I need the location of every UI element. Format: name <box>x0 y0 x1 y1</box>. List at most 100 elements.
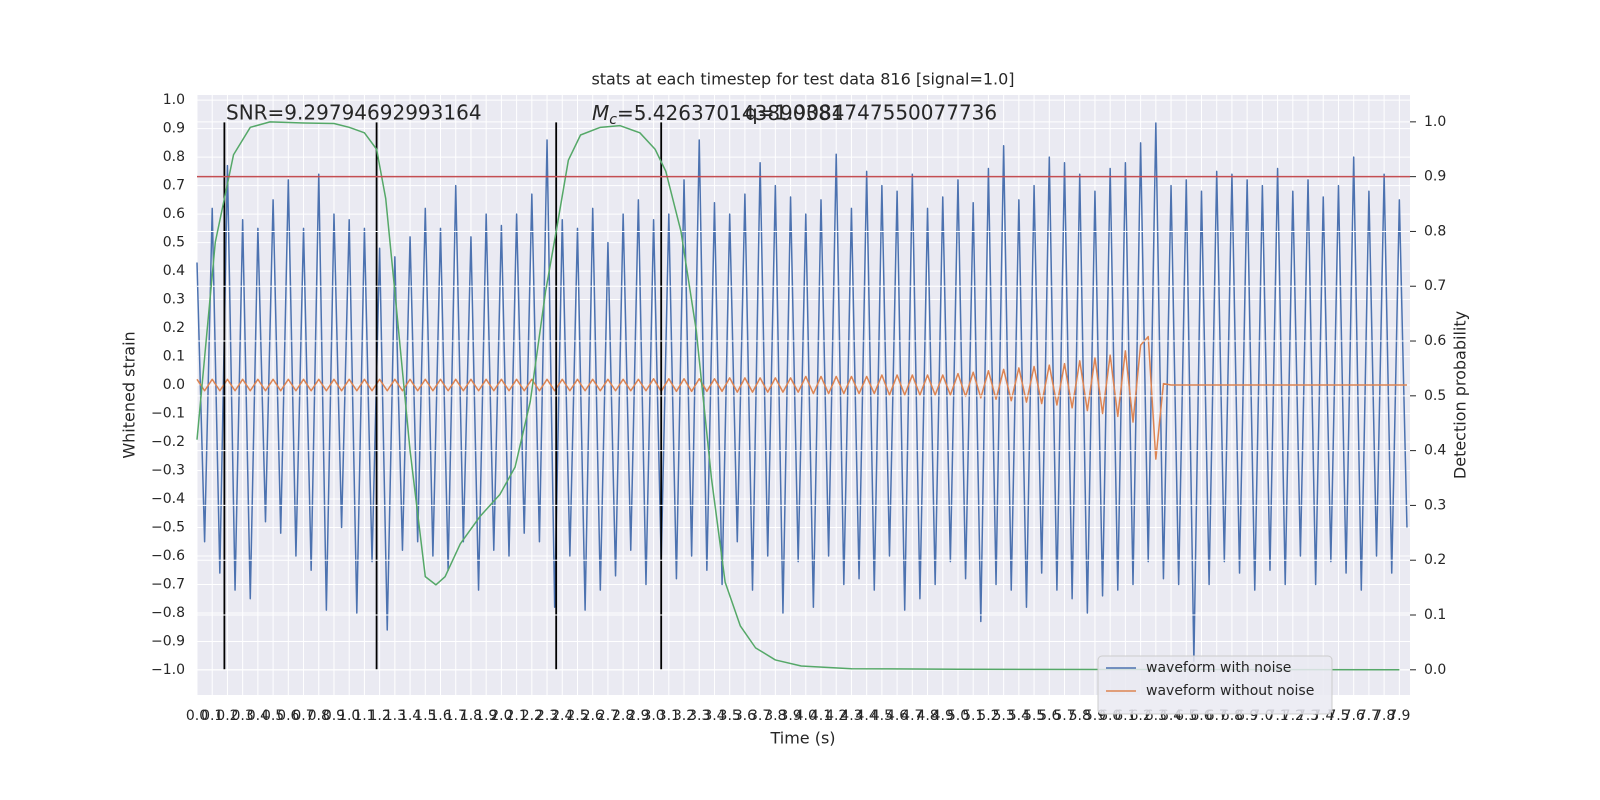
x-tick-label: 5.5 <box>1023 708 1045 724</box>
x-tick-label: 3.2 <box>673 708 695 724</box>
y-tick-label: 1.0 <box>163 92 185 108</box>
x-tick-label: 5.1 <box>962 708 984 724</box>
y-tick-label: 0.0 <box>163 377 185 393</box>
y2-tick-label: 0.7 <box>1424 278 1446 294</box>
y2-tick-label: 1.0 <box>1424 114 1446 130</box>
x-tick-label: 1.9 <box>475 708 497 724</box>
annotation-text: =5.426370143890381 <box>617 101 844 125</box>
y-tick-label: 0.8 <box>163 149 185 165</box>
x-tick-label: 5.6 <box>1038 708 1060 724</box>
legend: waveform with noise waveform without nois… <box>1097 655 1333 715</box>
y-tick-label: −0.3 <box>151 462 185 478</box>
x-tick-label: 4.8 <box>916 708 938 724</box>
x-tick-label: 4.0 <box>795 708 817 724</box>
y-tick-label: 0.6 <box>163 206 185 222</box>
y-tick-label: 0.3 <box>163 292 185 308</box>
y-tick-label: −0.6 <box>151 548 185 564</box>
y2-tick-label: 0.4 <box>1424 443 1446 459</box>
annotation: SNR=9.29794692993164 <box>226 101 482 125</box>
annotation: q=1.9084747550077736 <box>745 101 997 125</box>
x-tick-label: 1.2 <box>369 708 391 724</box>
x-tick-label: 0.9 <box>323 708 345 724</box>
x-tick-label: 4.5 <box>871 708 893 724</box>
series-line <box>196 121 1400 671</box>
y-tick-label: 0.1 <box>163 349 185 365</box>
y2-axis-label: Detection probability <box>1451 311 1470 479</box>
x-tick-label: 3.7 <box>749 708 771 724</box>
y2-tick-label: 0.0 <box>1424 662 1446 678</box>
x-tick-label: 3.9 <box>779 708 801 724</box>
x-tick-label: 2.1 <box>505 708 527 724</box>
x-tick-label: 0.8 <box>308 708 330 724</box>
y-tick-label: 0.4 <box>163 263 185 279</box>
x-tick-label: 2.9 <box>627 708 649 724</box>
x-tick-label: 1.0 <box>338 708 360 724</box>
x-tick-label: 4.4 <box>856 708 878 724</box>
y-tick-label: 0.2 <box>163 320 185 336</box>
x-tick-label: 1.3 <box>384 708 406 724</box>
x-tick-label: 5.8 <box>1069 708 1091 724</box>
y-tick-label: 0.7 <box>163 178 185 194</box>
y2-tick-label: 0.9 <box>1424 169 1446 185</box>
y-tick-label: −0.7 <box>151 576 185 592</box>
x-tick-label: 3.4 <box>703 708 725 724</box>
x-tick-label: 7.6 <box>1343 708 1365 724</box>
y-tick-label: −0.4 <box>151 491 185 507</box>
y2-tick-label: 0.5 <box>1424 388 1446 404</box>
y2-tick-label: 0.2 <box>1424 552 1446 568</box>
y-tick-label: −0.2 <box>151 434 185 450</box>
x-tick-label: 3.0 <box>642 708 664 724</box>
x-tick-label: 5.0 <box>947 708 969 724</box>
legend-label: waveform without noise <box>1146 683 1314 699</box>
y2-tick-label: 0.6 <box>1424 333 1446 349</box>
x-tick-label: 3.6 <box>734 708 756 724</box>
x-tick-label: 1.7 <box>445 708 467 724</box>
y-tick-label: −0.9 <box>151 633 185 649</box>
y-tick-label: 0.5 <box>163 235 185 251</box>
x-tick-label: 2.6 <box>582 708 604 724</box>
x-tick-label: 5.7 <box>1053 708 1075 724</box>
annotation-subscript: c <box>609 112 617 128</box>
x-tick-label: 3.3 <box>688 708 710 724</box>
x-tick-label: 0.0 <box>186 708 208 724</box>
x-tick-label: 4.1 <box>810 708 832 724</box>
y-tick-label: −0.5 <box>151 519 185 535</box>
x-tick-label: 1.5 <box>414 708 436 724</box>
y2-tick-label: 0.8 <box>1424 223 1446 239</box>
x-tick-label: 4.2 <box>825 708 847 724</box>
series-line <box>196 122 1408 663</box>
x-tick-label: 2.0 <box>490 708 512 724</box>
x-tick-label: 5.3 <box>993 708 1015 724</box>
x-tick-label: 0.6 <box>277 708 299 724</box>
x-tick-label: 2.4 <box>551 708 573 724</box>
x-tick-label: 0.1 <box>201 708 223 724</box>
x-tick-label: 4.9 <box>932 708 954 724</box>
x-tick-label: 1.8 <box>460 708 482 724</box>
x-tick-label: 0.3 <box>232 708 254 724</box>
x-tick-label: 7.9 <box>1388 708 1410 724</box>
annotation: Mc=5.426370143890381 <box>592 101 844 129</box>
x-tick-label: 4.7 <box>901 708 923 724</box>
x-tick-label: 5.4 <box>1008 708 1030 724</box>
x-tick-label: 2.8 <box>612 708 634 724</box>
x-tick-label: 0.5 <box>262 708 284 724</box>
x-tick-label: 2.7 <box>597 708 619 724</box>
x-axis-label: Time (s) <box>769 729 835 748</box>
x-tick-label: 3.5 <box>719 708 741 724</box>
x-tick-label: 0.7 <box>292 708 314 724</box>
y-tick-label: 0.9 <box>163 121 185 137</box>
y-tick-label: −0.1 <box>151 406 185 422</box>
y-axis-label: Whitened strain <box>120 331 139 458</box>
y2-tick-label: 0.3 <box>1424 497 1446 513</box>
series-line <box>196 335 1407 460</box>
y-tick-label: −0.8 <box>151 605 185 621</box>
y-tick-label: −1.0 <box>151 662 185 678</box>
x-tick-label: 7.5 <box>1327 708 1349 724</box>
x-tick-label: 1.1 <box>353 708 375 724</box>
x-tick-label: 4.3 <box>840 708 862 724</box>
x-tick-label: 3.1 <box>658 708 680 724</box>
x-tick-label: 4.6 <box>886 708 908 724</box>
legend-label: waveform with noise <box>1146 660 1291 676</box>
x-tick-label: 0.4 <box>247 708 269 724</box>
